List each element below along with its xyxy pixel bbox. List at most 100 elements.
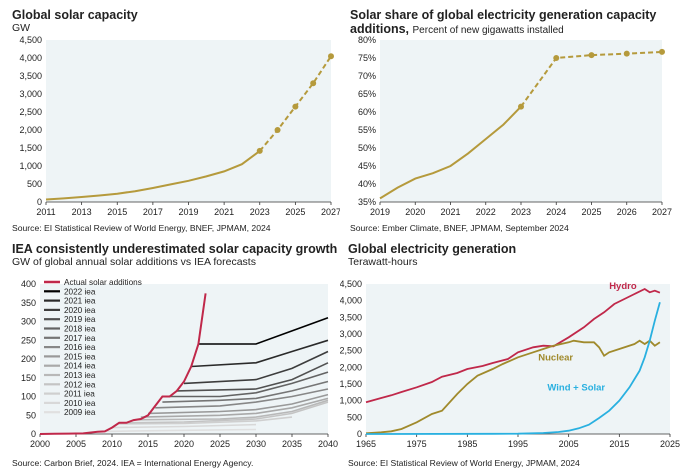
y-tick-label: 1,500 [19,143,42,153]
plot-area [46,40,331,202]
y-tick-label: 55% [358,125,376,135]
x-tick-label: 2015 [138,439,158,449]
x-tick-label: 2025 [581,207,601,217]
series-label: Hydro [609,281,637,292]
panel1-source: Source: EI Statistical Review of World E… [12,223,271,233]
x-tick-label: 2020 [174,439,194,449]
y-tick-label: 1,000 [340,396,362,406]
x-tick-label: 2022 [476,207,496,217]
x-tick-label: 2023 [250,207,270,217]
y-tick-label: 3,000 [19,89,42,99]
data-point [588,52,595,59]
y-tick-label: 4,000 [340,296,362,306]
x-tick-label: 2000 [30,439,50,449]
y-tick-label: 2,000 [340,362,362,372]
panel3-chart: 0 50 100 150 200 250 300 350 400 2000 2005 2010 2015… [21,278,338,449]
data-point [310,80,317,87]
y-tick-label: 0 [357,429,362,439]
legend-label: 2015 iea [64,352,96,361]
x-tick-label: 2015 [107,207,127,217]
series-label: Nuclear [538,353,573,364]
forecast-line-2012-iea [126,401,329,424]
legend-label: 2014 iea [64,362,96,371]
y-tick-label: 40% [358,179,376,189]
forecast-line-2009-iea [104,428,257,433]
y-tick-label: 0 [31,429,36,439]
legend-label: Actual solar additions [64,278,142,287]
panel3-title: IEA consistently underestimated solar ca… [12,242,338,256]
data-point [256,147,263,154]
data-point [659,48,665,55]
y-tick-label: 100 [21,392,36,402]
x-tick-label: 2010 [102,439,122,449]
forecast-line-2016-iea [155,388,329,409]
y-tick-label: 350 [21,298,36,308]
x-tick-label: 2011 [36,207,55,217]
forecast-line-2011-iea [119,416,293,425]
panel3-source: Source: Carbon Brief, 2024. IEA = Intern… [12,458,254,468]
y-tick-label: 80% [358,35,376,45]
y-tick-label: 50 [26,410,36,420]
y-tick-label: 4,000 [19,53,42,63]
y-tick-label: 50% [358,143,376,153]
x-tick-label: 2015 [609,439,629,449]
x-tick-label: 2040 [318,439,338,449]
y-tick-label: 3,500 [19,71,42,81]
x-tick-label: 2025 [285,207,305,217]
forecast-line-2014-iea [140,397,329,418]
y-tick-label: 0 [37,197,42,207]
plot-area [366,284,670,434]
legend-label: 2011 iea [64,390,95,399]
forecast-line-2015-iea [147,393,329,415]
y-tick-label: 70% [358,71,376,81]
panel4-chart: 0 500 1,000 1,500 2,000 2,500 3,000 3,500 4,000 4… [340,279,680,449]
legend-label: 2009 iea [64,408,96,417]
y-tick-label: 65% [358,89,376,99]
legend-label: 2010 iea [64,399,96,408]
x-tick-label: 2024 [546,207,566,217]
x-tick-label: 2027 [652,207,672,217]
panel2-subtitle: Percent of new gigawatts installed [412,25,564,36]
x-tick-label: 1995 [508,439,528,449]
y-tick-label: 4,500 [340,279,362,289]
forecast-line-2018-iea [169,371,329,398]
data-point [274,127,281,133]
actual-additions-line [39,293,207,435]
forecast-line-2022-iea [198,317,329,345]
y-tick-label: 250 [21,335,36,345]
x-tick-label: 2020 [405,207,425,217]
panel1-chart: 0 500 1,000 1,500 2,000 2,500 3,000 3,500 4,000 4… [19,35,340,217]
series-label: Wind + Solar [547,383,605,394]
y-tick-label: 150 [21,373,36,383]
panel1-subtitle: GW [12,22,31,34]
x-tick-label: 2025 [660,439,680,449]
forecast-line-2010-iea [111,423,257,429]
data-point [518,103,524,110]
x-tick-label: 2005 [559,439,579,449]
panel2-title: Solar share of global electricity genera… [350,8,657,22]
panel2-source: Source: Ember Climate, BNEF, JPMAM, Sept… [350,223,569,233]
forecast-line-2017-iea [162,380,329,403]
x-tick-label: 2021 [440,207,460,217]
y-tick-label: 500 [27,179,42,189]
series-line-hydro [365,287,661,404]
legend-label: 2016 iea [64,343,96,352]
forecast-line-2019-iea [176,362,329,392]
panel2-title-line2: additions, Percent of new gigawatts inst… [350,22,564,38]
x-tick-label: 1965 [356,439,376,449]
data-point [292,103,299,110]
legend-label: 2022 iea [64,287,96,296]
panel4-source: Source: EI Statistical Review of World E… [348,458,580,468]
panel4-subtitle: Terawatt-hours [348,256,418,268]
y-tick-label: 75% [358,53,376,63]
x-tick-label: 2019 [370,207,390,217]
x-tick-label: 2026 [617,207,637,217]
y-tick-label: 1,000 [19,161,42,171]
legend-label: 2018 iea [64,325,96,334]
y-tick-label: 35% [358,197,376,207]
x-tick-label: 2023 [511,207,531,217]
panel2-title-cont: additions, [350,22,410,36]
x-tick-label: 2035 [282,439,302,449]
series-line-wind-solar [365,302,661,435]
panel3-subtitle: GW of global annual solar additions vs I… [12,256,256,268]
